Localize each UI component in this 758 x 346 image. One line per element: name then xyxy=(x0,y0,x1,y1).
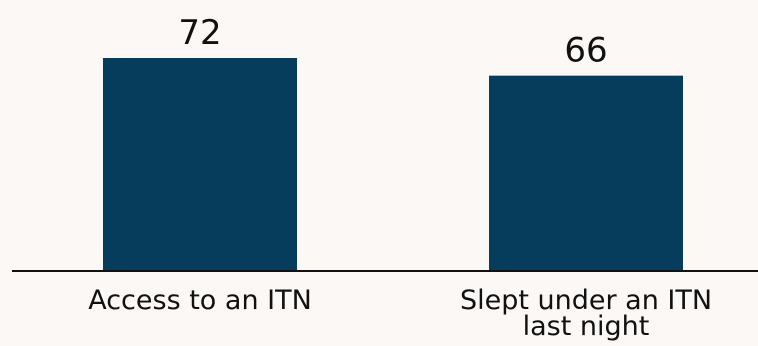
bar-1 xyxy=(103,58,297,270)
data-label-1: 72 xyxy=(178,13,221,53)
category-label-1: Access to an ITN xyxy=(88,285,312,316)
category-label-2-line-2: last night xyxy=(523,311,650,342)
data-label-2: 66 xyxy=(564,31,607,71)
bar-2 xyxy=(489,75,683,271)
category-label-2-line-1: Slept under an ITN xyxy=(460,285,712,316)
